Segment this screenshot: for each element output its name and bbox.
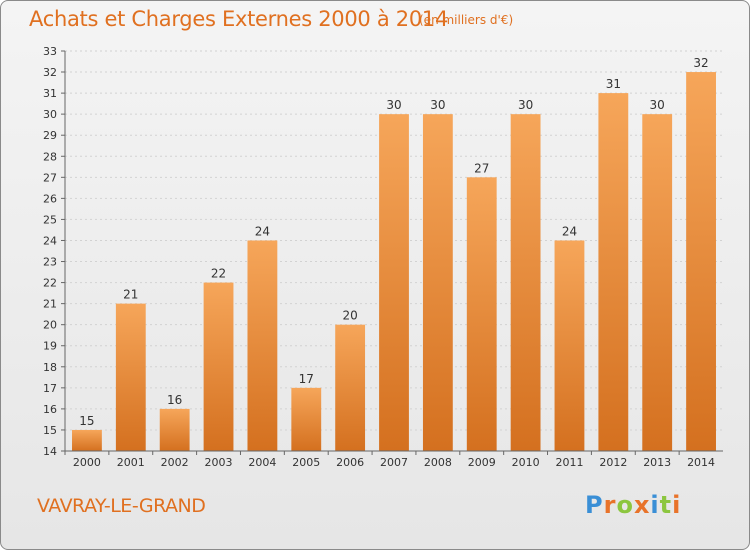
y-tick-label: 33: [43, 45, 57, 58]
y-tick-label: 17: [43, 382, 57, 395]
bar-2008: [422, 114, 453, 451]
logo-letter: r: [603, 491, 617, 519]
data-label: 27: [474, 161, 489, 175]
y-tick-label: 30: [43, 108, 57, 121]
logo-letter: i: [672, 491, 682, 519]
x-tick-label: 2001: [117, 456, 145, 469]
y-tick-label: 29: [43, 129, 57, 142]
bar-2014: [686, 72, 716, 451]
bar-2007: [379, 114, 409, 451]
data-label: 30: [650, 98, 665, 112]
x-tick-label: 2006: [336, 456, 364, 469]
data-label: 21: [123, 288, 138, 302]
x-tick-label: 2009: [468, 456, 496, 469]
y-axis: 14 15 16 17 18 19 20 21 22 23 24 25 26 27 28 29 30 31 32 33: [43, 45, 66, 458]
data-label: 30: [386, 98, 401, 112]
logo-letter: P: [585, 491, 604, 519]
x-tick-label: 2011: [555, 456, 583, 469]
y-tick-label: 15: [43, 424, 57, 437]
data-label: 30: [518, 98, 533, 112]
y-tick-label: 14: [43, 445, 57, 458]
bar-2009: [466, 177, 497, 451]
data-label: 24: [562, 224, 577, 238]
y-tick-label: 27: [43, 171, 57, 184]
bar-2011: [554, 240, 585, 451]
x-tick-label: 2010: [512, 456, 540, 469]
data-label: 22: [211, 267, 226, 281]
logo-letter: x: [633, 491, 651, 519]
bar-2001: [115, 303, 146, 451]
y-tick-label: 24: [43, 234, 57, 247]
data-label: 17: [299, 372, 314, 386]
x-tick-label: 2003: [205, 456, 233, 469]
x-tick-label: 2013: [643, 456, 671, 469]
bar-2004: [247, 240, 278, 451]
x-tick-label: 2007: [380, 456, 408, 469]
logo-letter: t: [659, 491, 673, 519]
data-label: 16: [167, 393, 182, 407]
bars: 15 21 16 22 24 17 20 30 30 27 30 24 31 30 32: [72, 56, 716, 452]
y-tick-label: 28: [43, 150, 57, 163]
y-tick-label: 26: [43, 192, 57, 205]
logo-letter: i: [650, 491, 660, 519]
y-tick-label: 32: [43, 66, 57, 79]
chart-subtitle: (en milliers d'€): [419, 13, 514, 27]
data-label: 30: [430, 98, 445, 112]
logo-letter: o: [616, 491, 634, 519]
bar-2000: [72, 429, 102, 451]
bar-2002: [159, 408, 190, 451]
data-label: 31: [606, 77, 621, 91]
bar-2012: [598, 93, 629, 452]
bar-2006: [335, 324, 366, 451]
y-tick-label: 18: [43, 361, 57, 374]
x-tick-label: 2004: [248, 456, 276, 469]
x-tick-label: 2002: [161, 456, 189, 469]
data-label: 20: [342, 309, 357, 323]
y-tick-label: 23: [43, 256, 57, 269]
chart-title: Achats et Charges Externes 2000 à 2014: [29, 7, 449, 31]
bar-2010: [510, 114, 541, 451]
data-label: 24: [255, 224, 270, 238]
y-tick-label: 22: [43, 277, 57, 290]
y-tick-label: 21: [43, 298, 57, 311]
y-tick-label: 20: [43, 319, 57, 332]
x-tick-label: 2014: [687, 456, 715, 469]
bar-2003: [203, 282, 234, 451]
y-tick-label: 25: [43, 213, 57, 226]
x-tick-label: 2000: [73, 456, 101, 469]
bar-2005: [291, 387, 322, 451]
y-tick-label: 19: [43, 340, 57, 353]
y-tick-label: 16: [43, 403, 57, 416]
proxiti-logo: Proxiti: [585, 491, 681, 519]
data-label: 15: [79, 414, 94, 428]
x-tick-label: 2005: [292, 456, 320, 469]
x-tick-label: 2012: [599, 456, 627, 469]
x-axis: 2000 2001 2002 2003 2004 2005 2006 2007 2008 2009…: [64, 450, 723, 469]
x-tick-label: 2008: [424, 456, 452, 469]
bar-2013: [642, 114, 673, 451]
commune-name: VAVRAY-LE-GRAND: [37, 495, 206, 517]
data-label: 32: [693, 56, 708, 70]
y-tick-label: 31: [43, 87, 57, 100]
